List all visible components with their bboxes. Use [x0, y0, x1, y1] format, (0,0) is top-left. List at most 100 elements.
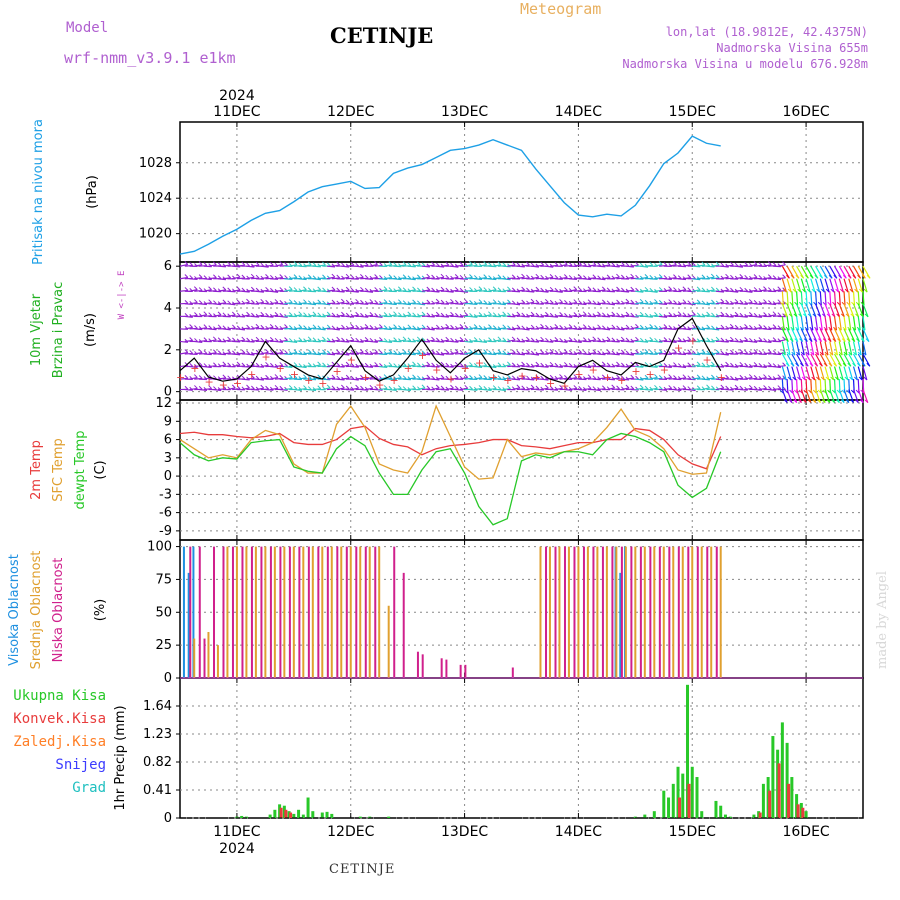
wind-barb-flag: [540, 323, 544, 328]
wind-barb-flag: [559, 337, 564, 342]
wind-barb-flag: [511, 362, 516, 367]
wind-barb: [852, 278, 859, 293]
wind-barb-flag: [611, 350, 616, 355]
wind-barb: [417, 327, 426, 330]
wind-barb: [360, 326, 369, 330]
wind-barb-flag: [696, 374, 701, 379]
wind-barb: [663, 365, 672, 368]
wind-barb: [819, 389, 826, 403]
wind-barb-flag: [606, 274, 611, 279]
wind-barb: [587, 277, 596, 280]
wind-barb: [402, 314, 411, 317]
wind-barb: [554, 365, 563, 368]
wind-barb-flag: [654, 324, 658, 329]
wind-barb-flag: [687, 362, 692, 367]
wind-barb-flag: [440, 312, 445, 317]
wind-barb-flag: [777, 374, 782, 379]
wind-barb-flag: [549, 385, 554, 390]
wind-barb-flag: [772, 350, 777, 354]
wind-barb: [521, 277, 530, 280]
wind-barb: [502, 353, 511, 356]
wind-barb: [663, 278, 672, 281]
wind-barb-flag: [279, 375, 284, 379]
wind-barb: [293, 314, 302, 317]
wind-barb: [852, 328, 860, 342]
precip-bar: [235, 816, 239, 818]
wind-barb: [564, 326, 573, 330]
wind-barb-flag: [288, 312, 293, 316]
wind-barb-flag: [398, 299, 402, 304]
wind-barb-flag: [208, 299, 212, 304]
wind-barb: [194, 289, 203, 292]
wind-barb-flag: [810, 351, 815, 356]
wind-barb: [602, 352, 611, 355]
wind-barb: [265, 352, 274, 355]
wind-barb: [222, 365, 231, 368]
wind-barb: [469, 264, 478, 267]
wind-barb: [796, 389, 802, 403]
wind-barb-flag: [473, 275, 478, 279]
wind-barb-flag: [763, 325, 767, 329]
wind-barb: [739, 315, 748, 318]
y-tick-label: 6: [164, 259, 172, 274]
wind-barb: [497, 303, 506, 306]
wind-barb-flag: [809, 362, 814, 367]
wind-barb-flag: [293, 274, 298, 278]
wind-barb-flag: [854, 376, 858, 381]
wind-barb: [270, 290, 279, 293]
y-tick-label: 1028: [139, 156, 172, 171]
wind-barb-flag: [317, 374, 322, 379]
wind-barb-flag: [744, 336, 748, 341]
wind-barb: [436, 265, 445, 268]
wind-barb-flag: [601, 361, 606, 366]
wind-barb: [800, 303, 807, 318]
wind-barb-flag: [568, 363, 573, 367]
wind-barb-flag: [322, 261, 326, 266]
wind-barb-flag: [473, 337, 478, 341]
wind-barb-flag: [559, 374, 563, 378]
wind-barb: [843, 291, 846, 306]
wind-barb-flag: [644, 348, 649, 353]
wind-barb: [455, 352, 464, 355]
wind-barb-flag: [720, 324, 725, 329]
wind-barb-flag: [777, 385, 782, 389]
x-day-label-bottom: 14DEC: [555, 824, 602, 840]
wind-barb: [734, 276, 743, 280]
precip-bar: [320, 812, 324, 818]
wind-barb: [222, 352, 231, 355]
wind-barb-flag: [260, 324, 265, 329]
wind-barb-flag: [440, 361, 445, 366]
wind-barb-flag: [516, 350, 521, 355]
wind-barb-flag: [739, 299, 744, 304]
gust-marker: +: [461, 362, 470, 375]
wind-barb-flag: [265, 286, 269, 291]
wind-barb: [687, 388, 696, 392]
wind-barb: [198, 314, 207, 317]
wind-barb-flag: [454, 374, 459, 379]
wind-barb-flag: [483, 375, 488, 379]
wind-barb: [455, 264, 464, 267]
wind-barb-flag: [788, 313, 793, 318]
wind-barb-flag: [360, 312, 364, 317]
wind-barb-flag: [397, 286, 402, 291]
wind-barb: [426, 339, 435, 343]
wind-barb: [317, 264, 326, 267]
wind-barb-flag: [398, 312, 402, 317]
wind-barb: [701, 327, 710, 330]
wind-barb: [241, 301, 250, 305]
y-tick-label: 3: [164, 451, 172, 466]
wind-barb-flag: [454, 286, 459, 291]
wind-barb-flag: [483, 349, 488, 353]
wind-barb: [270, 387, 279, 391]
wind-barb-flag: [729, 336, 734, 341]
wind-barb-flag: [578, 274, 582, 278]
wind-barb-flag: [824, 351, 829, 356]
wind-barb-flag: [407, 337, 412, 342]
wind-barb: [293, 388, 302, 391]
wind-barb: [711, 352, 720, 355]
wind-barb: [682, 264, 691, 267]
wind-ylabel: 10m Vjetar: [29, 293, 44, 366]
wind-barb: [796, 316, 800, 331]
wind-barb: [445, 378, 454, 381]
wind-barb-flag: [288, 299, 293, 303]
